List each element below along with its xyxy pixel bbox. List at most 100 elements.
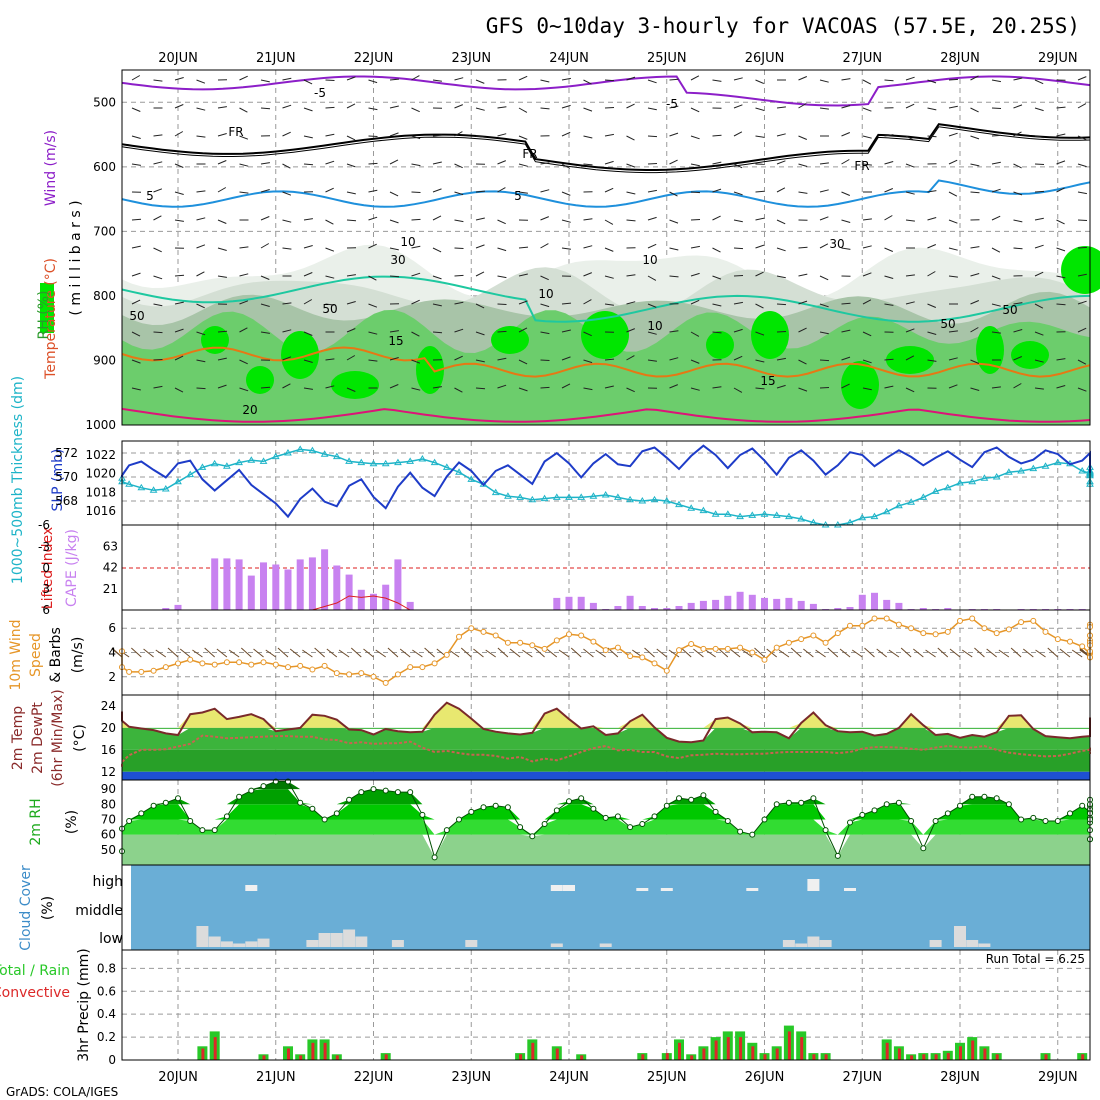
wind-barb bbox=[1034, 135, 1044, 139]
thickness-point bbox=[565, 493, 573, 500]
contour-label: 20 bbox=[242, 403, 257, 417]
thickness-point bbox=[540, 494, 549, 502]
thickness-point bbox=[186, 470, 195, 478]
wind-barb bbox=[776, 160, 786, 165]
profile-y-tick: 1000 bbox=[85, 418, 116, 432]
wind-barb bbox=[540, 275, 549, 281]
thickness-point bbox=[650, 495, 659, 503]
wind-barb bbox=[196, 331, 206, 336]
wind-barb bbox=[798, 246, 808, 249]
wind-barb bbox=[991, 107, 1002, 109]
rh2m-point bbox=[798, 799, 805, 806]
wind-barb bbox=[948, 330, 958, 333]
wind-barb bbox=[669, 159, 678, 165]
panel-frame-precip bbox=[121, 949, 1091, 1061]
wind-barb bbox=[733, 328, 743, 333]
temp-band-12-16 bbox=[122, 749, 1090, 772]
thickness-point bbox=[149, 486, 158, 493]
wind-barb bbox=[174, 301, 184, 305]
wind10-point bbox=[1054, 636, 1061, 643]
wind-barb bbox=[196, 359, 206, 363]
wind-barb bbox=[841, 219, 851, 223]
wind-barb bbox=[303, 79, 313, 85]
wind-barb bbox=[454, 163, 463, 169]
precip-conv-bar bbox=[934, 1054, 938, 1060]
precip-tick: 0.2 bbox=[97, 1030, 116, 1044]
cloud-low-bar bbox=[208, 936, 221, 947]
wind-barb bbox=[970, 273, 980, 277]
temperature-axis-label: Temperature (°C) bbox=[43, 258, 59, 380]
rh-blob-90 bbox=[751, 311, 789, 359]
wind-barb bbox=[776, 187, 786, 193]
thickness-point bbox=[1041, 462, 1050, 469]
wind-barb bbox=[647, 275, 657, 281]
wind10-point bbox=[480, 628, 487, 635]
wind-barb bbox=[733, 77, 743, 81]
wind-barb bbox=[196, 244, 206, 249]
wind-barb bbox=[1077, 163, 1087, 168]
wind-barb bbox=[561, 356, 571, 361]
wind-barb bbox=[970, 75, 979, 81]
wind10-point bbox=[578, 632, 585, 639]
profile-y-tick: 800 bbox=[93, 289, 116, 303]
wind-barb bbox=[733, 387, 743, 393]
rh2m-point bbox=[663, 802, 670, 809]
wind-barb bbox=[841, 383, 850, 389]
wind-barb bbox=[583, 218, 593, 221]
wind-barb bbox=[411, 218, 421, 221]
wind10-point bbox=[761, 656, 768, 663]
precip-conv-bar bbox=[739, 1037, 743, 1060]
wind-barb bbox=[174, 131, 184, 137]
rh-legend-swatch bbox=[40, 283, 54, 333]
wind10-barb bbox=[363, 648, 374, 658]
wind-barb bbox=[647, 359, 657, 362]
wind-barb bbox=[454, 328, 464, 333]
wind-barb bbox=[755, 107, 765, 111]
wind-barb bbox=[368, 107, 378, 111]
wind-barb bbox=[862, 135, 872, 139]
thickness-point bbox=[675, 500, 683, 508]
wind-barb bbox=[260, 79, 270, 83]
isotherm-freezing-2 bbox=[121, 126, 1091, 174]
wind10-point bbox=[663, 667, 670, 674]
thickness-point bbox=[235, 458, 243, 466]
contour-label: 15 bbox=[388, 334, 403, 348]
wind-barb bbox=[346, 301, 356, 305]
wind10-barb bbox=[448, 649, 460, 658]
rh2m-point bbox=[651, 813, 658, 820]
wind-barb bbox=[131, 107, 141, 112]
wind-barb bbox=[819, 162, 829, 165]
wind-barb bbox=[626, 355, 635, 361]
wind-barb bbox=[884, 79, 894, 82]
wind-barb bbox=[970, 191, 980, 194]
wind-barb bbox=[755, 79, 764, 84]
wind10-point bbox=[700, 645, 707, 652]
wind10-barb bbox=[925, 649, 936, 658]
wind-barb bbox=[604, 79, 615, 82]
rh2m-point bbox=[211, 827, 218, 834]
wind-barb bbox=[497, 187, 506, 193]
wind-barb bbox=[1034, 387, 1044, 390]
cloud-low-bar bbox=[795, 943, 808, 947]
cape-bar bbox=[174, 604, 182, 610]
dewpt2m-line bbox=[121, 734, 1091, 767]
date-label-top: 28JUN bbox=[940, 51, 980, 66]
rh2m-point bbox=[407, 789, 414, 796]
wind-barb bbox=[1034, 303, 1044, 309]
wind10-point bbox=[248, 661, 255, 668]
date-label-top: 22JUN bbox=[354, 51, 394, 66]
cloud-low-bar bbox=[929, 940, 942, 947]
wind-barb bbox=[346, 328, 356, 333]
wind-barb bbox=[884, 188, 893, 193]
wind-barb bbox=[733, 219, 743, 223]
wind-barb bbox=[884, 303, 894, 306]
wind10-barb bbox=[986, 648, 997, 658]
wind-barb bbox=[475, 271, 485, 277]
wind-barb bbox=[368, 243, 377, 249]
wind-barb bbox=[690, 191, 701, 194]
wind-barb bbox=[948, 132, 958, 137]
rh2m-point bbox=[1030, 814, 1037, 821]
wind-barb bbox=[217, 247, 227, 251]
thickness-point bbox=[858, 513, 867, 521]
